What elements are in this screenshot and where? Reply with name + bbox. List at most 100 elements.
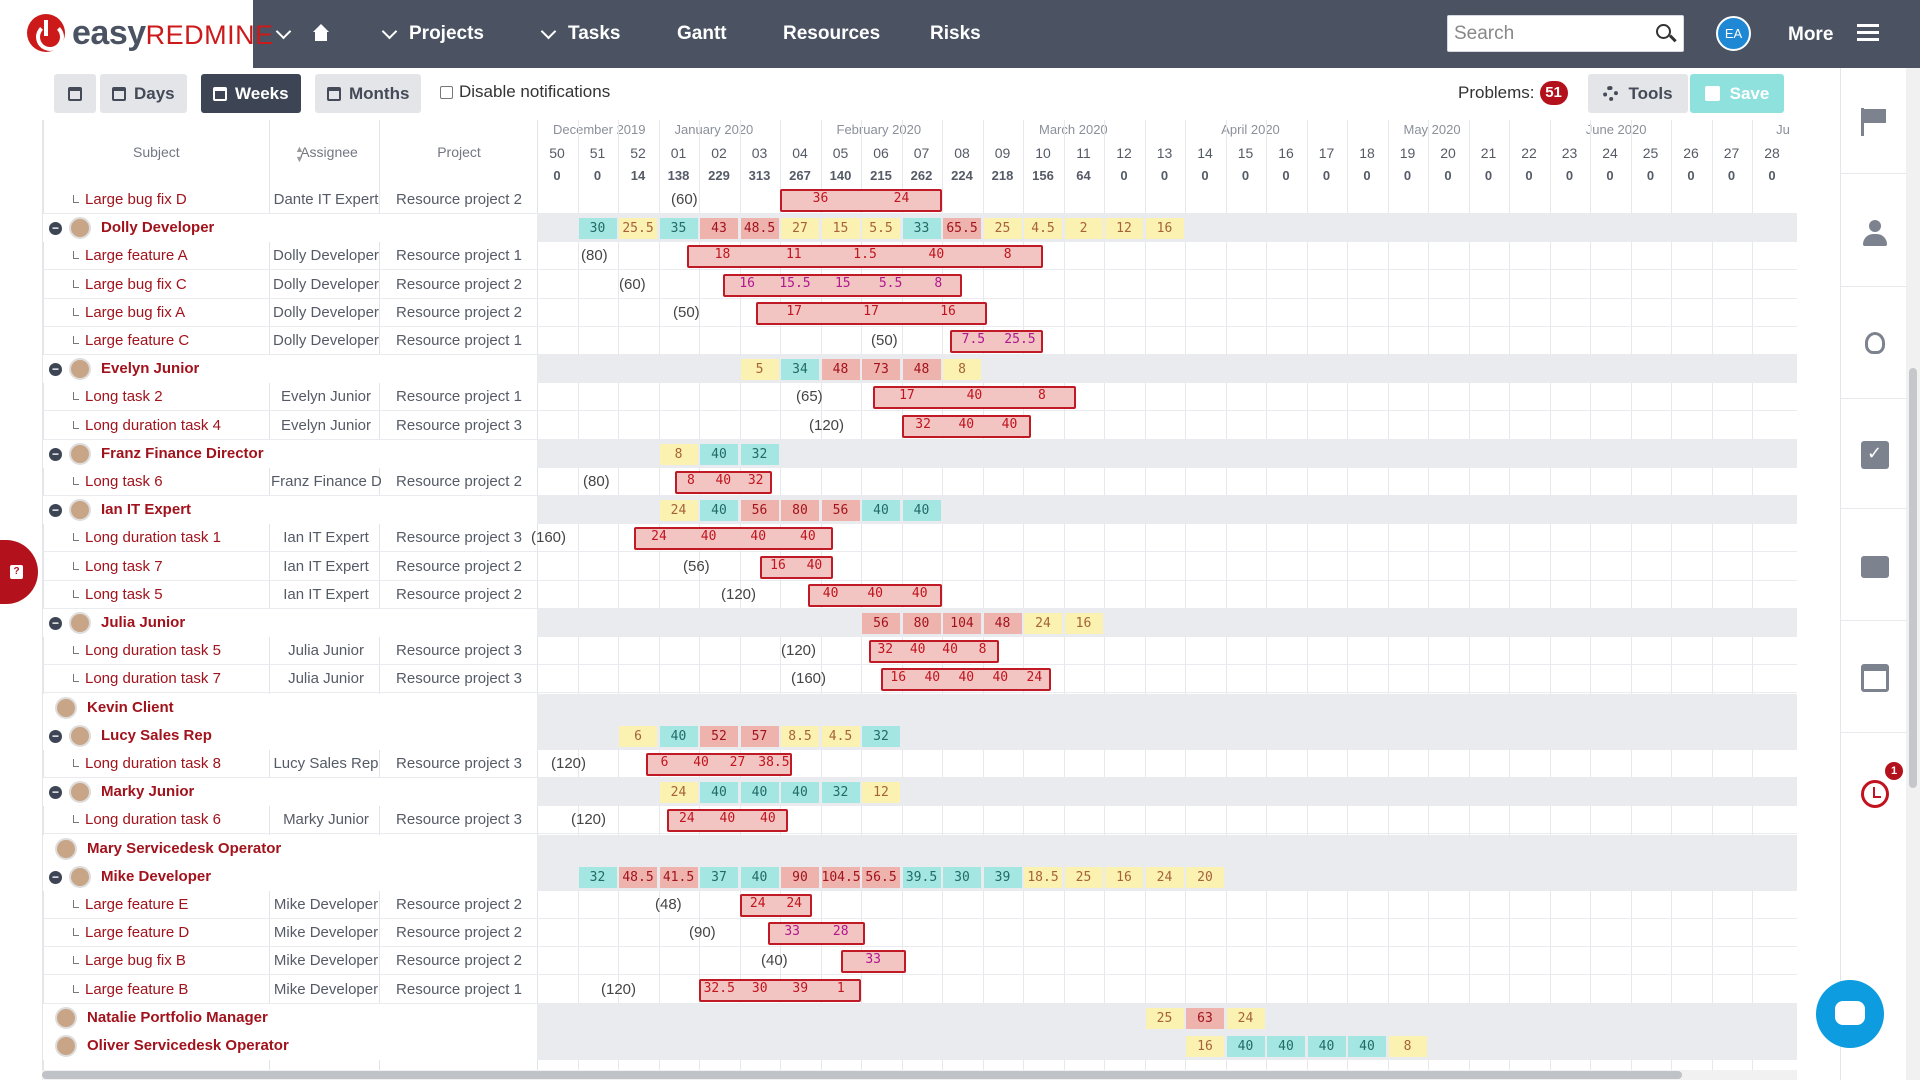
calendar-icon[interactable] [1861, 664, 1889, 692]
allocation-chip[interactable]: 12 [862, 782, 900, 804]
task-bar[interactable] [666, 809, 789, 833]
allocation-chip[interactable]: 27 [781, 218, 819, 240]
view-months-button[interactable]: Months [315, 74, 422, 113]
task-bar[interactable] [840, 950, 906, 974]
allocation-chip[interactable]: 40 [1307, 1036, 1346, 1057]
user-name[interactable]: Marky Junior [101, 783, 195, 801]
disable-notifications-toggle[interactable]: Disable notifications [440, 82, 610, 102]
user-name[interactable]: Mary Servicedesk Operator [87, 839, 282, 857]
allocation-chip[interactable]: 32 [862, 725, 900, 747]
task-bar[interactable] [767, 922, 866, 946]
nav-tasks[interactable]: Tasks [540, 0, 620, 68]
collapse-toggle-icon[interactable]: − [49, 447, 62, 461]
help-tab[interactable]: ? [0, 540, 38, 604]
task-bar[interactable] [755, 301, 987, 325]
allocation-chip[interactable]: 40 [862, 500, 900, 522]
task-subject-link[interactable]: Long task 7 [85, 557, 163, 575]
allocation-chip[interactable]: 40 [740, 782, 779, 804]
allocation-chip[interactable]: 40 [781, 782, 819, 804]
user-name[interactable]: Lucy Sales Rep [101, 726, 212, 744]
allocation-chip[interactable]: 48 [983, 613, 1022, 634]
task-subject-link[interactable]: Large bug fix D [85, 191, 187, 208]
allocation-chip[interactable]: 90 [781, 866, 819, 888]
allocation-chip[interactable]: 16 [1105, 866, 1143, 888]
allocation-chip[interactable]: 57 [740, 725, 779, 747]
task-subject-link[interactable]: Long duration task 7 [85, 670, 221, 688]
allocation-chip[interactable]: 4.5 [821, 725, 860, 747]
allocation-chip[interactable]: 48.5 [619, 866, 657, 888]
user-name[interactable]: Julia Junior [101, 614, 186, 631]
user-name[interactable]: Mike Developer [101, 867, 212, 885]
main-menu-toggle[interactable] [275, 0, 303, 68]
allocation-chip[interactable]: 24 [659, 782, 698, 804]
allocation-chip[interactable]: 8 [659, 443, 698, 465]
nav-risks[interactable]: Risks [930, 0, 981, 68]
task-subject-link[interactable]: Large feature E [85, 896, 189, 913]
task-subject-link[interactable]: Long duration task 8 [85, 755, 221, 772]
column-project[interactable]: Project [437, 144, 481, 160]
allocation-chip[interactable]: 25 [1064, 866, 1103, 888]
task-subject-link[interactable]: Long duration task 1 [85, 529, 221, 547]
horizontal-scrollbar[interactable] [42, 1070, 1797, 1080]
allocation-chip[interactable]: 5.5 [862, 218, 900, 240]
user-name[interactable]: Natalie Portfolio Manager [87, 1008, 268, 1026]
allocation-chip[interactable]: 63 [1186, 1007, 1224, 1029]
search-input[interactable] [1454, 21, 1644, 47]
save-button[interactable]: Save [1690, 74, 1784, 113]
nav-projects[interactable]: Projects [381, 0, 484, 68]
task-subject-link[interactable]: Long duration task 4 [85, 416, 221, 434]
task-subject-link[interactable]: Large feature B [85, 980, 189, 998]
collapse-toggle-icon[interactable]: − [49, 870, 62, 884]
allocation-chip[interactable]: 48 [821, 359, 860, 381]
task-bar[interactable] [634, 527, 833, 551]
allocation-chip[interactable]: 40 [700, 443, 738, 465]
allocation-chip[interactable]: 56 [821, 500, 860, 522]
task-subject-link[interactable]: Large bug fix C [85, 275, 187, 293]
flag-icon[interactable] [1861, 108, 1889, 136]
allocation-chip[interactable]: 8 [1388, 1036, 1427, 1057]
allocation-chip[interactable]: 15 [821, 218, 860, 240]
allocation-chip[interactable]: 8.5 [781, 725, 819, 747]
allocation-chip[interactable]: 52 [700, 725, 738, 747]
user-name[interactable]: Dolly Developer [101, 219, 215, 237]
person-icon[interactable] [1861, 220, 1889, 248]
collapse-toggle-icon[interactable]: − [49, 504, 62, 518]
allocation-chip[interactable]: 40 [1267, 1036, 1305, 1057]
task-subject-link[interactable]: Large bug fix A [85, 303, 186, 321]
task-bar[interactable] [869, 640, 999, 664]
live-chat-button[interactable] [1816, 980, 1884, 1048]
allocation-chip[interactable]: 41.5 [659, 866, 698, 888]
allocation-chip[interactable]: 32 [578, 866, 617, 888]
task-subject-link[interactable]: Long task 2 [85, 388, 163, 406]
problems-indicator[interactable]: Problems: 51 [1458, 81, 1568, 105]
allocation-chip[interactable]: 40 [740, 866, 779, 888]
chat-bubble-icon[interactable] [1861, 556, 1889, 578]
allocation-chip[interactable]: 104.5 [821, 866, 861, 888]
user-name[interactable]: Oliver Servicedesk Operator [87, 1037, 289, 1054]
disable-notifications-checkbox[interactable] [440, 85, 453, 99]
task-bar[interactable] [723, 273, 963, 297]
task-bar[interactable] [646, 753, 793, 776]
collapse-toggle-icon[interactable]: − [49, 363, 62, 377]
user-name[interactable]: Evelyn Junior [101, 360, 200, 378]
allocation-chip[interactable]: 24 [659, 500, 698, 522]
allocation-chip[interactable]: 16 [1145, 218, 1184, 240]
view-days-button[interactable]: Days [100, 74, 187, 113]
user-avatar[interactable]: EA [1716, 16, 1751, 51]
allocation-chip[interactable]: 56 [862, 613, 900, 634]
allocation-chip[interactable]: 30 [578, 218, 617, 240]
allocation-chip[interactable]: 6 [619, 725, 657, 747]
tools-button[interactable]: Tools [1588, 74, 1688, 113]
allocation-chip[interactable]: 37 [700, 866, 738, 888]
collapse-toggle-icon[interactable]: − [49, 786, 62, 800]
allocation-chip[interactable]: 16 [1064, 613, 1103, 634]
allocation-chip[interactable]: 24 [1145, 866, 1184, 888]
allocation-chip[interactable]: 73 [862, 359, 900, 381]
task-bar[interactable] [699, 978, 861, 1002]
vertical-scrollbar[interactable] [1906, 68, 1920, 1080]
allocation-chip[interactable]: 33 [902, 218, 941, 240]
allocation-chip[interactable]: 43 [700, 218, 738, 240]
user-name[interactable]: Ian IT Expert [101, 501, 192, 519]
allocation-chip[interactable]: 56 [740, 500, 779, 522]
allocation-chip[interactable]: 35 [659, 218, 698, 240]
